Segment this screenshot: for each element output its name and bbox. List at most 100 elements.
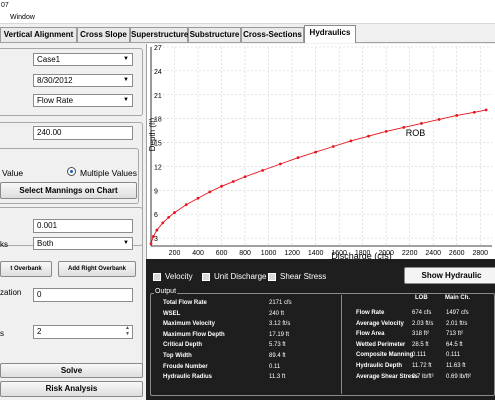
data-point [161, 221, 165, 225]
output-lob-value: 318 ft² [412, 331, 430, 338]
chevron-down-icon: ▼ [123, 97, 129, 103]
chevron-down-icon: ▼ [123, 240, 129, 246]
x-tick-label: 2000 [378, 250, 394, 257]
series-line [150, 109, 487, 244]
tab-hydraulics[interactable]: Hydraulics [304, 25, 356, 43]
output-lob-value: 0.111 [412, 352, 427, 359]
y-tick-label: 24 [154, 69, 162, 76]
data-point [261, 168, 265, 172]
output-value: 240 ft [269, 310, 285, 317]
add-left-overbank-button[interactable]: t Overbank [0, 261, 52, 277]
data-point [384, 129, 388, 133]
spinner-value: 2 [37, 327, 42, 336]
data-point [455, 114, 459, 117]
case-combo[interactable]: Case1 ▼ [33, 53, 133, 66]
y-tick-label: 3 [154, 236, 158, 243]
spin-arrows-icon[interactable]: ▲ ▼ [125, 325, 130, 337]
output-value: 5.73 ft [269, 342, 286, 349]
output-right-label: Average Velocity [356, 320, 404, 327]
output-divider [341, 295, 342, 394]
single-value-radio-label[interactable]: Value [2, 168, 24, 178]
y-tick-label: 12 [154, 164, 162, 171]
date-combo-value: 8/30/2012 [37, 76, 73, 85]
tab-vertical-alignment[interactable]: Vertical Alignment [0, 27, 77, 42]
add-right-overbank-button[interactable]: Add Right Overbank [58, 261, 136, 277]
discretization-label: zation [0, 288, 22, 297]
menu-bar: Window [0, 11, 495, 24]
x-tick-label: 1400 [308, 250, 324, 257]
tab-cross-slope[interactable]: Cross Slope [77, 27, 130, 42]
data-point [437, 118, 441, 121]
x-tick-label: 2400 [425, 250, 441, 257]
data-point [151, 235, 155, 238]
y-tick-label: 9 [154, 188, 158, 195]
output-value: 3.12 ft/s [269, 321, 291, 328]
discharge-depth-chart: 200 400 600 800 1000 1200 1400 1600 1800 2000 2200… [148, 45, 492, 261]
select-mannings-button[interactable]: Select Mannings on Chart [0, 182, 137, 199]
output-main-value: 713 ft² [446, 331, 464, 338]
tab-cross-sections[interactable]: Cross-Sections [241, 27, 304, 42]
spinner-input[interactable]: 2 ▲ ▼ [33, 325, 133, 339]
data-point [208, 190, 212, 194]
shear-stress-label[interactable]: Shear Stress [280, 272, 327, 281]
data-point [243, 175, 247, 179]
output-label: Maximum Flow Depth [163, 331, 225, 338]
multiple-values-radio[interactable] [67, 167, 76, 176]
solve-button[interactable]: Solve [0, 363, 143, 378]
output-lob-value: 0.7 lb/ft² [412, 373, 434, 380]
velocity-label[interactable]: Velocity [165, 272, 193, 281]
output-value: 0.11 [269, 363, 281, 370]
x-tick-label: 400 [192, 250, 204, 257]
data-point [231, 180, 235, 183]
x-tick-label: 2800 [472, 250, 488, 257]
output-label: Top Width [163, 353, 192, 359]
chevron-down-icon: ▼ [123, 77, 129, 83]
x-tick-label: 1000 [261, 250, 277, 257]
output-lob-value: 28.5 ft [412, 341, 429, 348]
data-point [367, 134, 370, 138]
chevron-down-icon: ▼ [123, 56, 129, 62]
velocity-checkbox[interactable] [153, 273, 161, 281]
tab-superstructure[interactable]: Superstructure [130, 27, 188, 42]
data-point [155, 228, 159, 232]
output-main-value: 0.111 [446, 352, 461, 359]
data-point [420, 122, 423, 125]
unit-discharge-checkbox[interactable] [202, 273, 210, 281]
date-combo[interactable]: 8/30/2012 ▼ [33, 74, 133, 87]
show-hydraulics-button[interactable]: Show Hydraulic [404, 267, 495, 284]
y-tick-label: 21 [154, 93, 162, 100]
y-tick-label: 27 [154, 45, 162, 52]
slope-input[interactable]: 0.001 [33, 219, 133, 233]
risk-analysis-button[interactable]: Risk Analysis [0, 381, 143, 397]
output-lob-value: 11.72 ft [412, 363, 432, 369]
output-right-label: Average Shear Stress [356, 373, 418, 380]
output-main-value: 11.63 ft [446, 363, 466, 369]
left-panel: Case1 ▼ 8/30/2012 ▼ Flow Rate ▼ 240.00 Valu… [0, 44, 145, 400]
output-right-label: Flow Rate [356, 310, 385, 316]
col-main-header: Main Ch. [445, 295, 470, 301]
data-point [220, 184, 223, 188]
chart-area: 200 400 600 800 1000 1200 1400 1600 1800 2000 2200… [146, 44, 495, 261]
output-label: Hydraulic Radius [163, 374, 213, 381]
output-main-value: 2.01 ft/s [446, 320, 468, 327]
mode-combo[interactable]: Flow Rate ▼ [33, 94, 133, 107]
output-main-value: 1497 cfs [446, 310, 469, 316]
results-area: Velocity Unit Discharge Shear Stress Sho… [146, 259, 495, 400]
output-main-value: 0.69 lb/ft² [446, 373, 472, 380]
data-point [149, 242, 153, 246]
tab-substructure[interactable]: Substructure [188, 27, 241, 42]
output-right-label: Wetted Perimeter [356, 341, 406, 348]
data-point [167, 215, 171, 219]
menu-window[interactable]: Window [10, 14, 35, 21]
shear-stress-checkbox[interactable] [268, 273, 276, 281]
flow-rate-input[interactable]: 240.00 [33, 126, 133, 140]
discretization-input[interactable]: 0 [33, 288, 133, 302]
unit-discharge-label[interactable]: Unit Discharge [214, 272, 267, 281]
data-point [296, 156, 300, 160]
multiple-values-radio-label[interactable]: Multiple Values [80, 168, 138, 178]
y-tick-label: 15 [154, 141, 162, 148]
y-tick-label: 6 [154, 212, 158, 219]
output-lob-value: 2.03 ft/s [412, 320, 434, 327]
banks-combo[interactable]: Both ▼ [33, 237, 133, 250]
data-point [184, 203, 188, 207]
